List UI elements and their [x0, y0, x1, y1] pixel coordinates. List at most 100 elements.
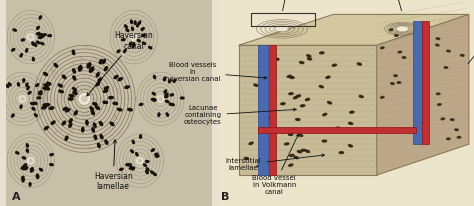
- Bar: [269, 45, 276, 175]
- Ellipse shape: [48, 35, 52, 37]
- Ellipse shape: [277, 27, 287, 31]
- Ellipse shape: [73, 69, 75, 73]
- Ellipse shape: [339, 152, 344, 153]
- Ellipse shape: [436, 38, 440, 40]
- Ellipse shape: [323, 113, 327, 116]
- Ellipse shape: [305, 98, 310, 101]
- Ellipse shape: [294, 156, 298, 159]
- Ellipse shape: [455, 129, 458, 131]
- Ellipse shape: [114, 76, 118, 79]
- Ellipse shape: [164, 90, 166, 93]
- Ellipse shape: [26, 83, 28, 86]
- Ellipse shape: [164, 77, 165, 81]
- Ellipse shape: [142, 34, 145, 36]
- Ellipse shape: [308, 58, 311, 60]
- Ellipse shape: [348, 122, 353, 124]
- Ellipse shape: [296, 95, 301, 97]
- Ellipse shape: [36, 41, 40, 44]
- Ellipse shape: [16, 152, 19, 154]
- Ellipse shape: [78, 67, 81, 71]
- Ellipse shape: [171, 103, 174, 106]
- Ellipse shape: [326, 76, 330, 78]
- Ellipse shape: [13, 29, 17, 31]
- Ellipse shape: [103, 90, 108, 92]
- Ellipse shape: [36, 84, 39, 86]
- Ellipse shape: [72, 50, 75, 55]
- Ellipse shape: [87, 63, 90, 68]
- Ellipse shape: [395, 35, 398, 36]
- Ellipse shape: [74, 111, 77, 115]
- Circle shape: [132, 36, 135, 39]
- Ellipse shape: [21, 166, 24, 169]
- Circle shape: [137, 157, 143, 164]
- Ellipse shape: [158, 113, 160, 116]
- Ellipse shape: [151, 171, 154, 174]
- Ellipse shape: [138, 21, 141, 24]
- Ellipse shape: [143, 42, 146, 44]
- Ellipse shape: [131, 150, 134, 153]
- Circle shape: [27, 34, 34, 40]
- Ellipse shape: [9, 83, 11, 86]
- Ellipse shape: [153, 99, 156, 101]
- Ellipse shape: [73, 76, 76, 80]
- Ellipse shape: [422, 102, 426, 104]
- Ellipse shape: [155, 155, 159, 157]
- Ellipse shape: [181, 97, 184, 99]
- Ellipse shape: [146, 171, 148, 174]
- Circle shape: [79, 94, 90, 104]
- Ellipse shape: [137, 40, 140, 42]
- Ellipse shape: [24, 164, 27, 166]
- Ellipse shape: [154, 75, 155, 79]
- Ellipse shape: [91, 111, 94, 115]
- Ellipse shape: [54, 63, 57, 67]
- Ellipse shape: [290, 154, 294, 156]
- Ellipse shape: [416, 128, 419, 130]
- Ellipse shape: [44, 73, 47, 76]
- Ellipse shape: [125, 86, 129, 88]
- Ellipse shape: [103, 101, 108, 104]
- Ellipse shape: [170, 94, 173, 96]
- Ellipse shape: [381, 47, 384, 49]
- Ellipse shape: [128, 164, 131, 166]
- Ellipse shape: [381, 96, 384, 98]
- Ellipse shape: [80, 66, 82, 70]
- Ellipse shape: [140, 135, 142, 138]
- Ellipse shape: [155, 153, 158, 155]
- Circle shape: [157, 96, 164, 102]
- Ellipse shape: [93, 103, 97, 105]
- Ellipse shape: [139, 103, 143, 105]
- Ellipse shape: [319, 52, 324, 54]
- Ellipse shape: [69, 119, 72, 123]
- Ellipse shape: [332, 64, 337, 66]
- Ellipse shape: [66, 109, 70, 112]
- Ellipse shape: [91, 67, 94, 71]
- Ellipse shape: [31, 168, 34, 171]
- Ellipse shape: [69, 98, 73, 100]
- Ellipse shape: [49, 107, 54, 109]
- Ellipse shape: [20, 105, 22, 108]
- Circle shape: [130, 34, 137, 40]
- Ellipse shape: [124, 49, 126, 53]
- Ellipse shape: [96, 106, 100, 109]
- Ellipse shape: [149, 46, 152, 49]
- Ellipse shape: [437, 93, 440, 95]
- Text: Blood vessel
in Volkmann
canal: Blood vessel in Volkmann canal: [253, 134, 299, 195]
- Ellipse shape: [30, 169, 32, 172]
- Ellipse shape: [110, 122, 114, 126]
- Ellipse shape: [397, 82, 401, 83]
- Ellipse shape: [12, 114, 14, 117]
- Ellipse shape: [102, 59, 105, 63]
- Ellipse shape: [113, 102, 118, 105]
- Ellipse shape: [31, 103, 34, 105]
- Ellipse shape: [153, 173, 156, 176]
- Ellipse shape: [117, 50, 120, 53]
- Ellipse shape: [293, 96, 298, 99]
- Ellipse shape: [289, 93, 293, 95]
- Bar: [258, 127, 416, 133]
- Ellipse shape: [350, 111, 354, 113]
- Ellipse shape: [51, 121, 55, 124]
- Ellipse shape: [299, 134, 303, 136]
- Ellipse shape: [96, 73, 99, 77]
- Ellipse shape: [50, 154, 54, 156]
- Ellipse shape: [131, 27, 134, 30]
